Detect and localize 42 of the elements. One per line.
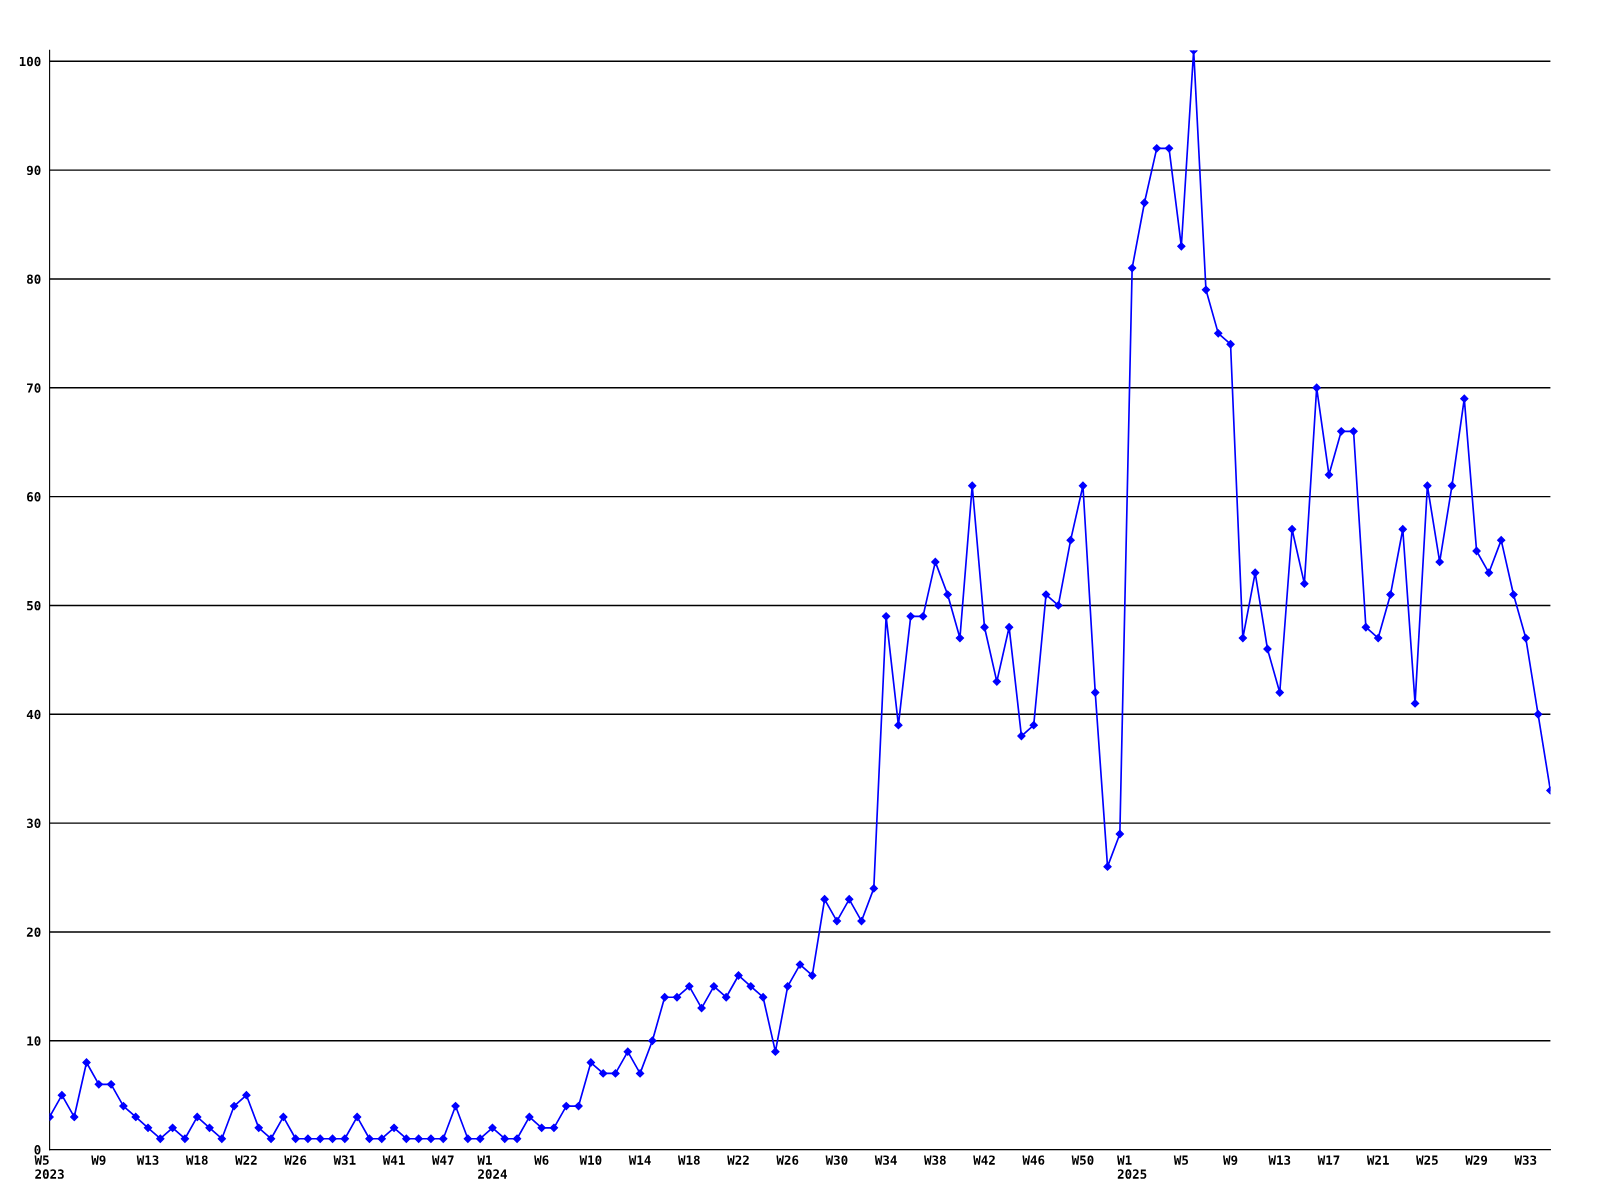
x-tick-label: W38 bbox=[924, 1155, 946, 1165]
x-tick-label: W14 bbox=[628, 1155, 651, 1165]
x-tick-label: W22 bbox=[235, 1155, 257, 1165]
x-tick-label: W5 2023 bbox=[34, 1155, 64, 1179]
x-tick-label: W46 bbox=[1022, 1155, 1045, 1165]
x-tick-label: W1 2024 bbox=[477, 1155, 507, 1179]
x-tick-label: W5 bbox=[1173, 1155, 1189, 1165]
x-tick-label: W29 bbox=[1465, 1155, 1488, 1165]
x-tick-label: W13 bbox=[136, 1155, 159, 1165]
x-tick-label: W9 bbox=[91, 1155, 106, 1165]
x-tick-label: W10 bbox=[579, 1155, 602, 1165]
x-tick-label: W6 bbox=[534, 1155, 549, 1165]
x-tick-label: W22 bbox=[727, 1155, 749, 1165]
x-tick-label: W17 bbox=[1317, 1155, 1340, 1165]
x-tick-label: W31 bbox=[333, 1155, 356, 1165]
x-tick-label: W1 2025 bbox=[1117, 1155, 1147, 1179]
x-tick-label: W34 bbox=[874, 1155, 897, 1165]
x-tick-label: W33 bbox=[1514, 1155, 1537, 1165]
y-tick-label: 80 bbox=[27, 274, 41, 284]
x-tick-label: W21 bbox=[1366, 1155, 1389, 1165]
x-tick-label: W25 bbox=[1416, 1155, 1438, 1165]
y-tick-label: 10 bbox=[27, 1036, 41, 1046]
x-tick-label: W30 bbox=[825, 1155, 848, 1165]
x-tick-label: W9 bbox=[1223, 1155, 1238, 1165]
y-tick-label: 20 bbox=[26, 927, 41, 937]
y-tick-label: 60 bbox=[27, 492, 41, 502]
x-tick-label: W18 bbox=[678, 1155, 700, 1165]
y-tick-label: 40 bbox=[26, 709, 41, 720]
y-tick-label: 100 bbox=[19, 56, 41, 67]
x-tick-label: W26 bbox=[284, 1155, 307, 1165]
y-tick-label: 30 bbox=[26, 818, 41, 829]
x-tick-label: W47 bbox=[431, 1155, 454, 1165]
x-tick-label: W26 bbox=[776, 1155, 799, 1165]
x-tick-label: W41 bbox=[382, 1155, 405, 1165]
x-tick-label: W42 bbox=[973, 1155, 995, 1165]
y-tick-label: 70 bbox=[27, 383, 41, 393]
y-tick-label: 0 bbox=[34, 1145, 41, 1155]
y-tick-label: 50 bbox=[27, 600, 41, 611]
x-tick-label: W18 bbox=[185, 1155, 208, 1165]
x-tick-label: W13 bbox=[1268, 1155, 1291, 1165]
x-tick-label: W50 bbox=[1071, 1155, 1094, 1165]
y-tick-label: 90 bbox=[26, 165, 41, 176]
